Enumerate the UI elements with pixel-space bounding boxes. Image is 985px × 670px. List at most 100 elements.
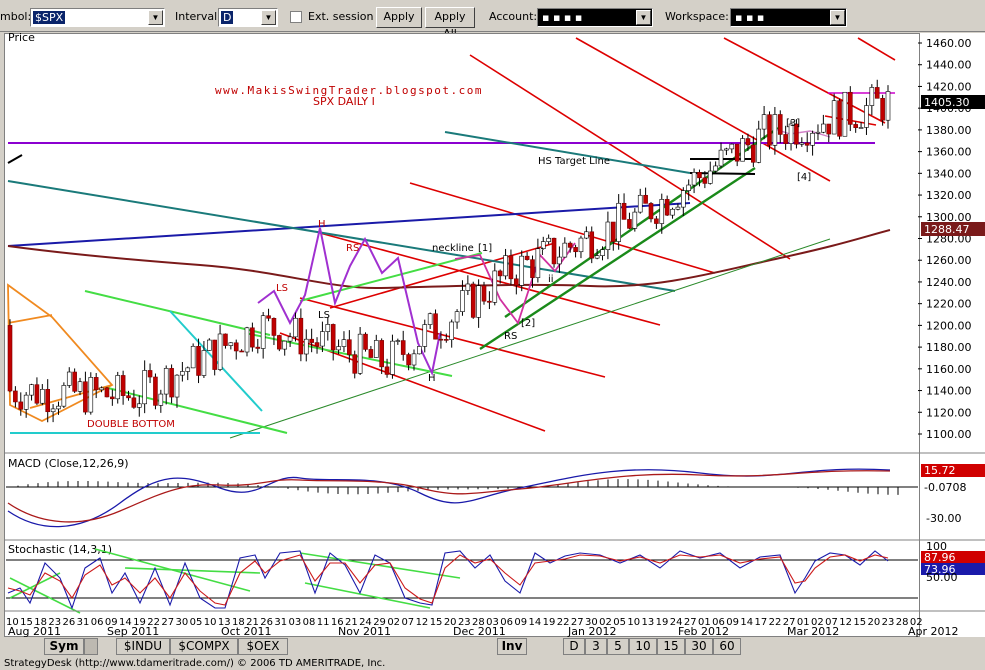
interval-combobox[interactable]: D ▼ — [218, 8, 278, 27]
candle-body — [298, 317, 304, 355]
macd-value: 15.72 — [924, 464, 956, 477]
ext-session-checkbox[interactable] — [290, 11, 302, 23]
candle-body — [783, 134, 788, 144]
ma-price-value: 1288.47 — [924, 223, 970, 236]
x-day-label: 19 — [656, 617, 669, 628]
pattern-label-h: H — [318, 219, 326, 230]
candle-body — [93, 377, 99, 391]
candle-body — [7, 325, 13, 392]
candle-body — [697, 172, 702, 179]
candle-body — [207, 339, 212, 351]
apply-all-button[interactable]: Apply All — [425, 7, 475, 40]
account-combobox[interactable]: ▪ ▪ ▪ ▪ ▼ — [537, 8, 653, 27]
x-day-label: 09 — [105, 617, 118, 628]
candle-body — [83, 381, 88, 413]
chevron-down-icon[interactable]: ▼ — [830, 10, 845, 25]
x-day-label: 09 — [514, 617, 527, 628]
candle-body — [18, 401, 24, 410]
x-day-label: 06 — [91, 617, 104, 628]
candle-body — [729, 143, 735, 150]
candle-body — [228, 342, 234, 346]
x-month-label: Oct 2011 — [221, 625, 272, 637]
chevron-down-icon[interactable]: ▼ — [261, 10, 276, 25]
tab-interval-30[interactable]: 30 — [685, 638, 713, 655]
stochastic-label: Stochastic (14,3,1) — [8, 543, 112, 556]
x-axis-day-labels: 10 15 18 23 26 31 06 09 14 19 22 27 30 05 10 13 18 21 26 31… — [6, 617, 923, 628]
x-day-label: 23 — [458, 617, 471, 628]
apply-button[interactable]: Apply — [376, 7, 422, 28]
tab-compx[interactable]: $COMPX — [170, 638, 238, 655]
candle-body — [465, 283, 471, 291]
last-price-value: 1405.30 — [924, 96, 970, 109]
candle-body — [530, 259, 535, 278]
tab-oex[interactable]: $OEX — [238, 638, 288, 655]
workspace-combobox[interactable]: ▪ ▪ ▪ ▼ — [730, 8, 847, 27]
x-day-label: 30 — [175, 617, 188, 628]
price-tick-label: 1380.00 — [926, 124, 972, 137]
tab-interval-15[interactable]: 15 — [657, 638, 685, 655]
candle-body — [724, 148, 729, 151]
tab-interval-10[interactable]: 10 — [629, 638, 657, 655]
candle-body — [503, 255, 508, 277]
x-day-label: 12 — [416, 617, 429, 628]
candle-body — [777, 114, 783, 135]
candle-body — [341, 339, 347, 347]
x-day-label: 02 — [387, 617, 400, 628]
candle-body — [158, 393, 164, 406]
tab-sym-menu[interactable] — [84, 638, 98, 655]
x-day-label: 21 — [345, 617, 358, 628]
symbol-combobox[interactable]: $SPX ▼ — [30, 8, 165, 27]
tab-sym[interactable]: Sym — [44, 638, 84, 655]
x-day-label: 18 — [34, 617, 47, 628]
pattern-label-rs: RS — [346, 243, 359, 254]
chevron-down-icon[interactable]: ▼ — [148, 10, 163, 25]
pattern-label-ls-2: LS — [318, 310, 330, 321]
candle-body — [713, 165, 718, 172]
price-tick-label: 1340.00 — [926, 167, 972, 180]
candle-body — [120, 375, 126, 396]
tab-interval-60[interactable]: 60 — [713, 638, 741, 655]
price-tick-label: 1300.00 — [926, 211, 972, 224]
tab-interval-3[interactable]: 3 — [585, 638, 607, 655]
red-channel-line — [575, 37, 831, 182]
wave-pattern — [454, 242, 576, 325]
tab-interval-d[interactable]: D — [563, 638, 585, 655]
candle-body — [751, 144, 756, 163]
price-label: Price — [8, 33, 35, 44]
red-channel-line — [723, 37, 886, 124]
tab-indu[interactable]: $INDU — [116, 638, 170, 655]
candle-body — [314, 342, 320, 347]
candle-body — [212, 339, 217, 370]
tab-inv[interactable]: Inv — [497, 638, 527, 655]
candle-body — [794, 123, 799, 145]
candle-body — [643, 194, 648, 204]
price-tick-label: 1120.00 — [926, 406, 972, 419]
x-day-label: 29 — [373, 617, 386, 628]
x-day-label: 31 — [274, 617, 287, 628]
x-day-label: 03 — [288, 617, 301, 628]
chevron-down-icon[interactable]: ▼ — [636, 10, 651, 25]
candle-body — [266, 315, 271, 319]
stoch-k-badge — [921, 551, 985, 563]
x-day-label: 01 — [797, 617, 810, 628]
candle-body — [293, 317, 298, 338]
candle-body — [50, 408, 56, 413]
tab-interval-5[interactable]: 5 — [607, 638, 629, 655]
macd-badge — [921, 464, 985, 477]
chart-svg[interactable]: 1100.00 1120.00 1140.00 1160.00 1180.00 1200.… — [0, 33, 985, 637]
x-day-label: 14 — [529, 617, 542, 628]
candle-body — [567, 242, 573, 248]
candle-body — [201, 350, 207, 376]
x-day-label: 13 — [642, 617, 655, 628]
x-day-label: 14 — [740, 617, 753, 628]
candle-body — [535, 248, 541, 278]
stoch-trend-lines — [9, 548, 461, 614]
candle-body — [880, 98, 885, 121]
x-day-label: 22 — [147, 617, 160, 628]
price-y-ticks: 1100.00 1120.00 1140.00 1160.00 1180.00 1200.… — [926, 37, 972, 441]
candle-body — [163, 368, 169, 395]
candle-body — [88, 377, 94, 413]
candle-body — [255, 346, 261, 349]
candle-body — [874, 87, 880, 99]
candle-body — [384, 366, 390, 375]
